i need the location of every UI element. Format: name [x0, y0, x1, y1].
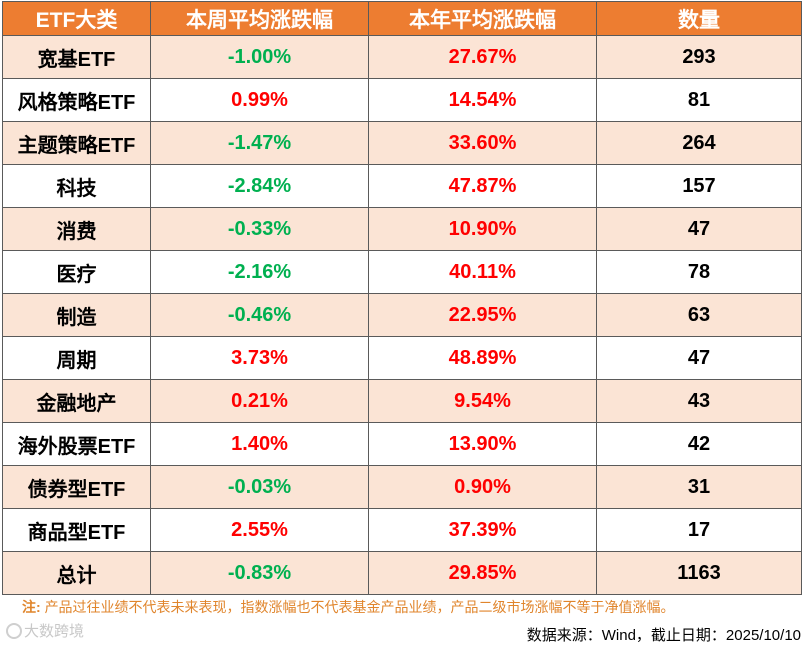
- cell-year-change: 27.67%: [368, 35, 597, 79]
- cell-category: 宽基ETF: [2, 35, 151, 79]
- cell-count: 42: [596, 422, 802, 466]
- table-row: 制造 -0.46% 22.95% 63: [2, 293, 802, 337]
- data-source: 数据来源：Wind，截止日期：2025/10/10: [526, 627, 801, 644]
- cell-category: 债券型ETF: [2, 465, 151, 509]
- table-row: 医疗 -2.16% 40.11% 78: [2, 250, 802, 294]
- cell-week-change: -2.16%: [150, 250, 369, 294]
- table-row: 宽基ETF -1.00% 27.67% 293: [2, 35, 802, 79]
- cell-week-change: -1.00%: [150, 35, 369, 79]
- cell-count: 47: [596, 207, 802, 251]
- cell-year-change: 22.95%: [368, 293, 597, 337]
- cell-category: 周期: [2, 336, 151, 380]
- header-year-change: 本年平均涨跌幅: [368, 1, 597, 36]
- cell-category: 制造: [2, 293, 151, 337]
- cell-count: 31: [596, 465, 802, 509]
- cell-year-change: 0.90%: [368, 465, 597, 509]
- cell-category: 海外股票ETF: [2, 422, 151, 466]
- cell-count: 17: [596, 508, 802, 552]
- cell-count: 264: [596, 121, 802, 165]
- cell-week-change: 1.40%: [150, 422, 369, 466]
- cell-category: 消费: [2, 207, 151, 251]
- cell-category: 主题策略ETF: [2, 121, 151, 165]
- table-row: 债券型ETF -0.03% 0.90% 31: [2, 465, 802, 509]
- cell-week-change: -2.84%: [150, 164, 369, 208]
- cell-count: 47: [596, 336, 802, 380]
- cell-count: 81: [596, 78, 802, 122]
- cell-year-change: 37.39%: [368, 508, 597, 552]
- table-row: 总计 -0.83% 29.85% 1163: [2, 551, 802, 595]
- footnote-label: 注:: [22, 599, 41, 615]
- header-week-change: 本周平均涨跌幅: [150, 1, 369, 36]
- cell-category: 风格策略ETF: [2, 78, 151, 122]
- table-row: 周期 3.73% 48.89% 47: [2, 336, 802, 380]
- cell-week-change: 0.21%: [150, 379, 369, 423]
- watermark-text: 大数跨境: [24, 623, 85, 640]
- cell-year-change: 40.11%: [368, 250, 597, 294]
- cell-year-change: 48.89%: [368, 336, 597, 380]
- cell-year-change: 47.87%: [368, 164, 597, 208]
- footnote: 注: 产品过往业绩不代表未来表现，指数涨幅也不代表基金产品业绩，产品二级市场涨幅…: [22, 597, 675, 617]
- cell-count: 43: [596, 379, 802, 423]
- table-header-row: ETF大类 本周平均涨跌幅 本年平均涨跌幅 数量: [2, 1, 802, 36]
- cell-count: 1163: [596, 551, 802, 595]
- cell-year-change: 14.54%: [368, 78, 597, 122]
- header-category: ETF大类: [2, 1, 151, 36]
- table-row: 商品型ETF 2.55% 37.39% 17: [2, 508, 802, 552]
- cell-category: 医疗: [2, 250, 151, 294]
- cell-week-change: 0.99%: [150, 78, 369, 122]
- cell-week-change: -0.33%: [150, 207, 369, 251]
- logo-icon: [6, 622, 22, 639]
- table-row: 消费 -0.33% 10.90% 47: [2, 207, 802, 251]
- cell-year-change: 10.90%: [368, 207, 597, 251]
- cell-category: 科技: [2, 164, 151, 208]
- cell-count: 63: [596, 293, 802, 337]
- cell-year-change: 29.85%: [368, 551, 597, 595]
- cell-week-change: 3.73%: [150, 336, 369, 380]
- table-row: 风格策略ETF 0.99% 14.54% 81: [2, 78, 802, 122]
- cell-week-change: -0.03%: [150, 465, 369, 509]
- footnote-text: 产品过往业绩不代表未来表现，指数涨幅也不代表基金产品业绩，产品二级市场涨幅不等于…: [44, 599, 675, 615]
- cell-count: 78: [596, 250, 802, 294]
- cell-year-change: 9.54%: [368, 379, 597, 423]
- etf-summary-table: ETF大类 本周平均涨跌幅 本年平均涨跌幅 数量 宽基ETF -1.00% 27.6…: [2, 1, 802, 595]
- cell-week-change: -0.83%: [150, 551, 369, 595]
- cell-year-change: 33.60%: [368, 121, 597, 165]
- cell-count: 293: [596, 35, 802, 79]
- cell-category: 总计: [2, 551, 151, 595]
- header-count: 数量: [596, 1, 802, 36]
- table-row: 主题策略ETF -1.47% 33.60% 264: [2, 121, 802, 165]
- cell-year-change: 13.90%: [368, 422, 597, 466]
- cell-week-change: -1.47%: [150, 121, 369, 165]
- table-row: 海外股票ETF 1.40% 13.90% 42: [2, 422, 802, 466]
- table-row: 金融地产 0.21% 9.54% 43: [2, 379, 802, 423]
- cell-week-change: -0.46%: [150, 293, 369, 337]
- table-row: 科技 -2.84% 47.87% 157: [2, 164, 802, 208]
- cell-category: 金融地产: [2, 379, 151, 423]
- cell-week-change: 2.55%: [150, 508, 369, 552]
- watermark-logo: 大数跨境: [6, 620, 84, 641]
- cell-category: 商品型ETF: [2, 508, 151, 552]
- cell-count: 157: [596, 164, 802, 208]
